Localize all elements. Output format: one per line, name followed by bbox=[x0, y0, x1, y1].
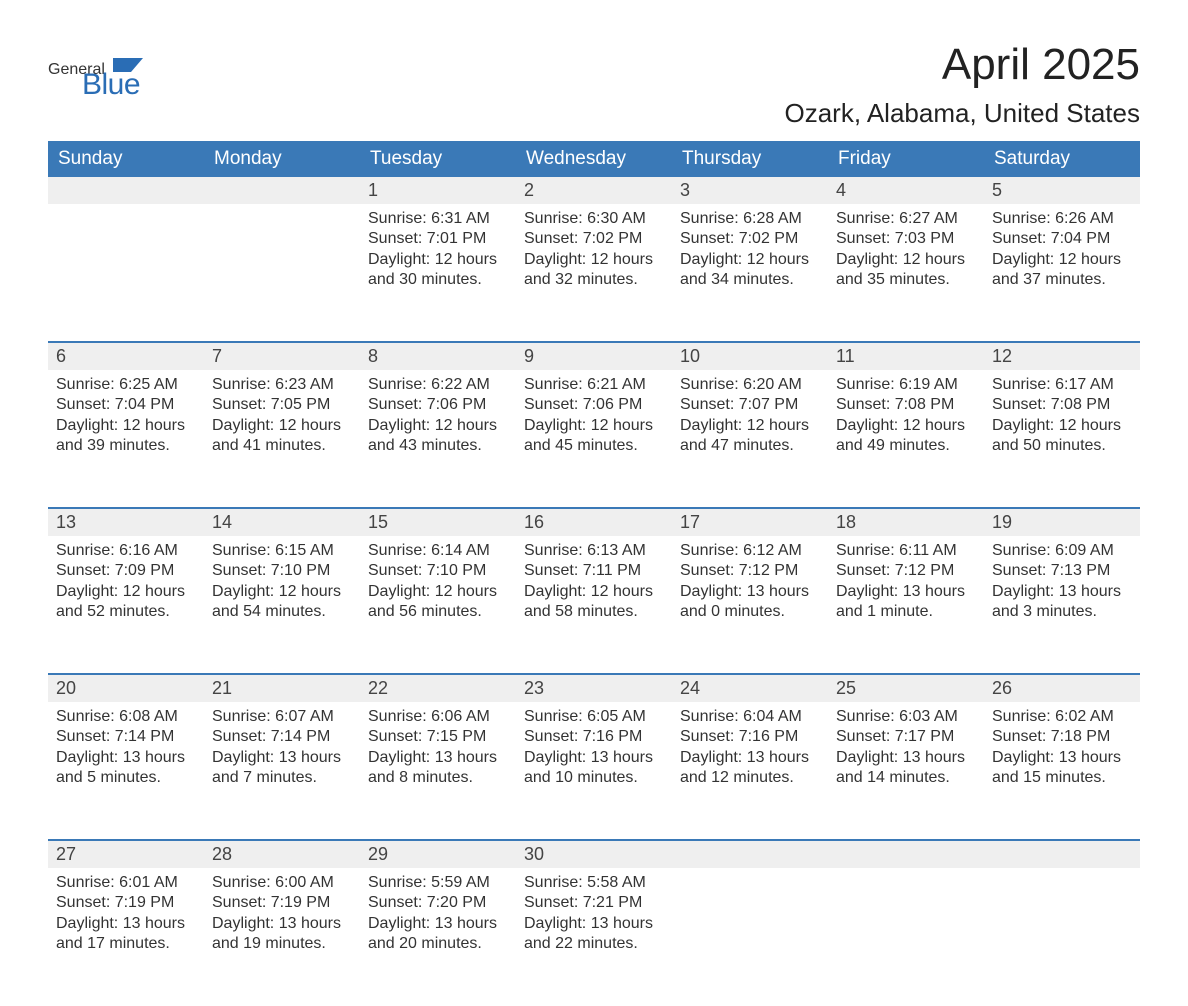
location: Ozark, Alabama, United States bbox=[784, 98, 1140, 129]
logo-text-blue: Blue bbox=[82, 71, 147, 98]
week-content-row: Sunrise: 6:08 AMSunset: 7:14 PMDaylight:… bbox=[48, 702, 1140, 840]
day-number-cell: 23 bbox=[516, 674, 672, 702]
week-daynum-row: 13141516171819 bbox=[48, 508, 1140, 536]
day-content-cell bbox=[828, 868, 984, 1006]
weekday-header: Tuesday bbox=[360, 141, 516, 177]
day-number-cell: 4 bbox=[828, 177, 984, 204]
day-number-cell bbox=[672, 840, 828, 868]
day-content-cell: Sunrise: 6:30 AMSunset: 7:02 PMDaylight:… bbox=[516, 204, 672, 342]
day-number-cell: 8 bbox=[360, 342, 516, 370]
weekday-header: Friday bbox=[828, 141, 984, 177]
day-content-cell: Sunrise: 6:15 AMSunset: 7:10 PMDaylight:… bbox=[204, 536, 360, 674]
day-number-cell bbox=[828, 840, 984, 868]
day-content-cell bbox=[984, 868, 1140, 1006]
day-number-cell: 11 bbox=[828, 342, 984, 370]
weekday-header-row: SundayMondayTuesdayWednesdayThursdayFrid… bbox=[48, 141, 1140, 177]
day-number-cell: 20 bbox=[48, 674, 204, 702]
day-content-cell bbox=[672, 868, 828, 1006]
logo: General Blue bbox=[48, 54, 147, 98]
weekday-header: Wednesday bbox=[516, 141, 672, 177]
calendar-table: SundayMondayTuesdayWednesdayThursdayFrid… bbox=[48, 141, 1140, 1006]
day-number-cell bbox=[48, 177, 204, 204]
day-number-cell: 13 bbox=[48, 508, 204, 536]
day-content-cell: Sunrise: 6:25 AMSunset: 7:04 PMDaylight:… bbox=[48, 370, 204, 508]
day-content-cell: Sunrise: 6:21 AMSunset: 7:06 PMDaylight:… bbox=[516, 370, 672, 508]
day-content-cell: Sunrise: 6:02 AMSunset: 7:18 PMDaylight:… bbox=[984, 702, 1140, 840]
week-content-row: Sunrise: 6:31 AMSunset: 7:01 PMDaylight:… bbox=[48, 204, 1140, 342]
day-number-cell: 22 bbox=[360, 674, 516, 702]
week-daynum-row: 27282930 bbox=[48, 840, 1140, 868]
week-daynum-row: 6789101112 bbox=[48, 342, 1140, 370]
day-content-cell: Sunrise: 6:28 AMSunset: 7:02 PMDaylight:… bbox=[672, 204, 828, 342]
day-number-cell: 5 bbox=[984, 177, 1140, 204]
day-number-cell bbox=[204, 177, 360, 204]
day-content-cell: Sunrise: 6:22 AMSunset: 7:06 PMDaylight:… bbox=[360, 370, 516, 508]
day-content-cell: Sunrise: 5:58 AMSunset: 7:21 PMDaylight:… bbox=[516, 868, 672, 1006]
day-number-cell: 10 bbox=[672, 342, 828, 370]
header: General Blue April 2025 Ozark, Alabama, … bbox=[48, 40, 1140, 129]
day-content-cell: Sunrise: 6:14 AMSunset: 7:10 PMDaylight:… bbox=[360, 536, 516, 674]
weekday-header: Monday bbox=[204, 141, 360, 177]
day-content-cell: Sunrise: 6:07 AMSunset: 7:14 PMDaylight:… bbox=[204, 702, 360, 840]
week-daynum-row: 12345 bbox=[48, 177, 1140, 204]
day-number-cell: 19 bbox=[984, 508, 1140, 536]
day-number-cell: 29 bbox=[360, 840, 516, 868]
day-content-cell: Sunrise: 6:17 AMSunset: 7:08 PMDaylight:… bbox=[984, 370, 1140, 508]
day-number-cell: 28 bbox=[204, 840, 360, 868]
week-daynum-row: 20212223242526 bbox=[48, 674, 1140, 702]
day-content-cell bbox=[48, 204, 204, 342]
weekday-header: Sunday bbox=[48, 141, 204, 177]
week-content-row: Sunrise: 6:16 AMSunset: 7:09 PMDaylight:… bbox=[48, 536, 1140, 674]
day-content-cell: Sunrise: 6:03 AMSunset: 7:17 PMDaylight:… bbox=[828, 702, 984, 840]
day-content-cell: Sunrise: 6:04 AMSunset: 7:16 PMDaylight:… bbox=[672, 702, 828, 840]
day-content-cell: Sunrise: 6:23 AMSunset: 7:05 PMDaylight:… bbox=[204, 370, 360, 508]
day-content-cell: Sunrise: 5:59 AMSunset: 7:20 PMDaylight:… bbox=[360, 868, 516, 1006]
day-content-cell bbox=[204, 204, 360, 342]
day-number-cell: 1 bbox=[360, 177, 516, 204]
day-content-cell: Sunrise: 6:12 AMSunset: 7:12 PMDaylight:… bbox=[672, 536, 828, 674]
day-number-cell: 25 bbox=[828, 674, 984, 702]
day-number-cell: 9 bbox=[516, 342, 672, 370]
week-content-row: Sunrise: 6:25 AMSunset: 7:04 PMDaylight:… bbox=[48, 370, 1140, 508]
day-number-cell: 17 bbox=[672, 508, 828, 536]
day-number-cell: 30 bbox=[516, 840, 672, 868]
day-content-cell: Sunrise: 6:27 AMSunset: 7:03 PMDaylight:… bbox=[828, 204, 984, 342]
day-content-cell: Sunrise: 6:13 AMSunset: 7:11 PMDaylight:… bbox=[516, 536, 672, 674]
month-title: April 2025 bbox=[784, 40, 1140, 90]
day-content-cell: Sunrise: 6:05 AMSunset: 7:16 PMDaylight:… bbox=[516, 702, 672, 840]
day-content-cell: Sunrise: 6:06 AMSunset: 7:15 PMDaylight:… bbox=[360, 702, 516, 840]
day-content-cell: Sunrise: 6:09 AMSunset: 7:13 PMDaylight:… bbox=[984, 536, 1140, 674]
day-number-cell: 12 bbox=[984, 342, 1140, 370]
day-number-cell: 21 bbox=[204, 674, 360, 702]
day-number-cell: 3 bbox=[672, 177, 828, 204]
title-block: April 2025 Ozark, Alabama, United States bbox=[784, 40, 1140, 129]
day-number-cell: 16 bbox=[516, 508, 672, 536]
day-content-cell: Sunrise: 6:16 AMSunset: 7:09 PMDaylight:… bbox=[48, 536, 204, 674]
weekday-header: Saturday bbox=[984, 141, 1140, 177]
day-number-cell: 7 bbox=[204, 342, 360, 370]
day-number-cell: 2 bbox=[516, 177, 672, 204]
day-content-cell: Sunrise: 6:31 AMSunset: 7:01 PMDaylight:… bbox=[360, 204, 516, 342]
day-number-cell bbox=[984, 840, 1140, 868]
day-number-cell: 26 bbox=[984, 674, 1140, 702]
day-number-cell: 6 bbox=[48, 342, 204, 370]
day-number-cell: 15 bbox=[360, 508, 516, 536]
day-content-cell: Sunrise: 6:20 AMSunset: 7:07 PMDaylight:… bbox=[672, 370, 828, 508]
day-content-cell: Sunrise: 6:08 AMSunset: 7:14 PMDaylight:… bbox=[48, 702, 204, 840]
day-content-cell: Sunrise: 6:19 AMSunset: 7:08 PMDaylight:… bbox=[828, 370, 984, 508]
day-number-cell: 24 bbox=[672, 674, 828, 702]
day-number-cell: 14 bbox=[204, 508, 360, 536]
day-content-cell: Sunrise: 6:11 AMSunset: 7:12 PMDaylight:… bbox=[828, 536, 984, 674]
day-content-cell: Sunrise: 6:26 AMSunset: 7:04 PMDaylight:… bbox=[984, 204, 1140, 342]
day-number-cell: 18 bbox=[828, 508, 984, 536]
weekday-header: Thursday bbox=[672, 141, 828, 177]
day-content-cell: Sunrise: 6:01 AMSunset: 7:19 PMDaylight:… bbox=[48, 868, 204, 1006]
week-content-row: Sunrise: 6:01 AMSunset: 7:19 PMDaylight:… bbox=[48, 868, 1140, 1006]
day-content-cell: Sunrise: 6:00 AMSunset: 7:19 PMDaylight:… bbox=[204, 868, 360, 1006]
day-number-cell: 27 bbox=[48, 840, 204, 868]
